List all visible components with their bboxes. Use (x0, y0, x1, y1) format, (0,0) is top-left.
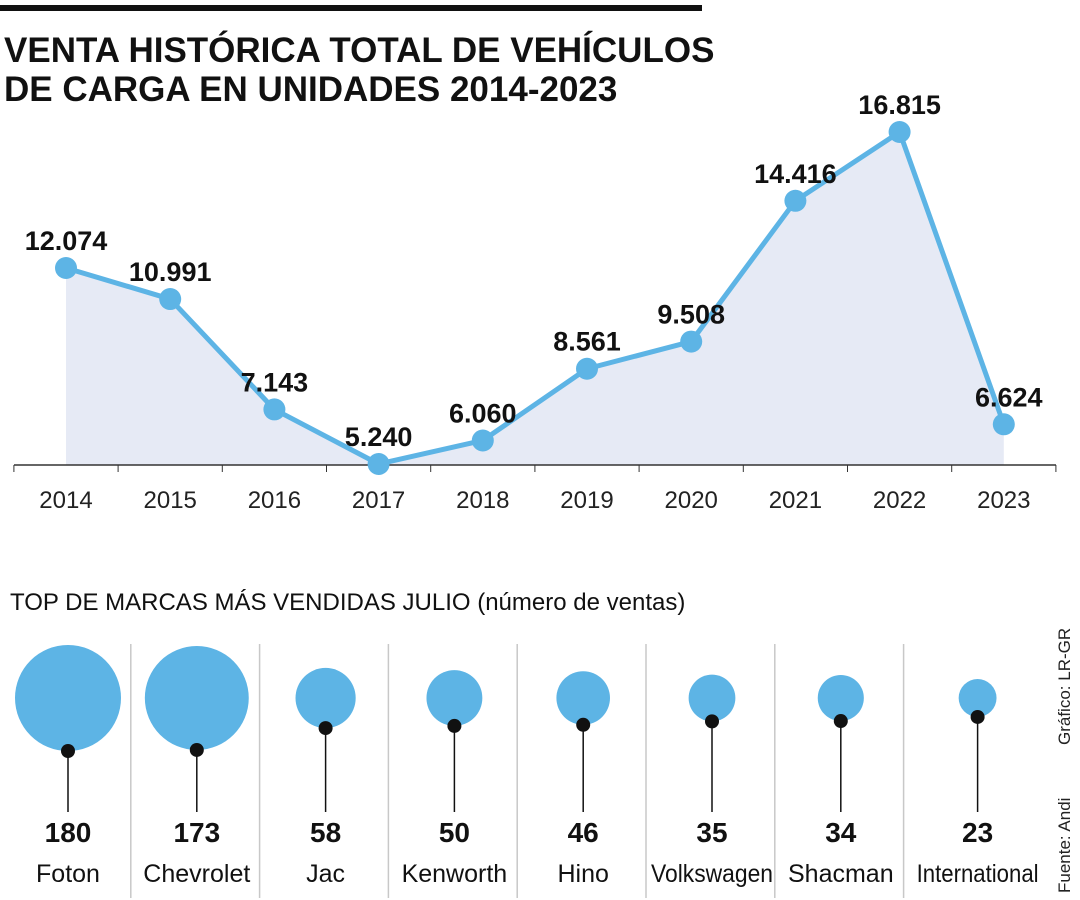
data-label-2021: 14.416 (754, 159, 837, 189)
bubble-value: 23 (962, 817, 993, 848)
bubble-label: Jac (306, 860, 345, 888)
bubble-Foton (15, 645, 121, 751)
stem-dot (705, 714, 719, 729)
x-tick-label: 2017 (352, 487, 405, 514)
bubble-value: 58 (310, 817, 341, 848)
bubble-Hino (556, 671, 610, 725)
bubble-Volkswagen (688, 674, 736, 722)
data-point-2017 (367, 453, 390, 475)
data-label-2015: 10.991 (129, 257, 212, 287)
stem-dot (833, 714, 848, 729)
data-point-2021 (784, 189, 807, 212)
area-fill (66, 132, 1004, 465)
data-point-2020 (680, 330, 703, 353)
bubble-value: 34 (825, 817, 857, 848)
data-label-2020: 9.508 (657, 300, 725, 330)
data-label-2022: 16.815 (858, 90, 941, 120)
data-label-2017: 5.240 (345, 422, 413, 452)
title-rule (0, 5, 702, 11)
data-point-2019 (576, 357, 598, 380)
bubble-label: Shacman (788, 860, 894, 888)
bubble-chart-title: TOP DE MARCAS MÁS VENDIDAS JULIO (número… (10, 589, 685, 616)
data-label-2019: 8.561 (553, 327, 621, 357)
bubble-Shacman (817, 674, 864, 722)
bubble-label: Volkswagen (651, 860, 773, 888)
bubble-value: 46 (568, 817, 599, 848)
bubble-title: TOP DE MARCAS MÁS VENDIDAS JULIO (10, 589, 471, 616)
x-tick-label: 2021 (769, 487, 822, 514)
stem-dot (576, 717, 591, 732)
data-point-2015 (159, 288, 182, 311)
data-point-2016 (263, 398, 286, 421)
bubble-label: Foton (36, 860, 100, 888)
data-point-2022 (888, 121, 911, 143)
bubble-Jac (295, 667, 356, 729)
title-line-2: DE CARGA EN UNIDADES 2014-2023 (4, 70, 617, 109)
line-chart: 12.074 2014 10.991 2015 7.143 2016 5.240 2017 6.… (13, 90, 1057, 514)
x-tick-label: 2016 (248, 487, 301, 514)
title-line-1: VENTA HISTÓRICA TOTAL DE VEHÍCULOS (4, 30, 714, 70)
bubble-label: International (917, 860, 1039, 888)
bubble-chart: 180 Foton 173 Chevrolet 58 Jac 50 Kenworth 46 Hin… (15, 644, 1039, 898)
bubble-subtitle: (número de ventas) (477, 589, 685, 616)
x-tick-label: 2015 (144, 487, 197, 514)
credit-note: Gráfico: LR-GR (1055, 628, 1074, 745)
bubble-International (958, 679, 997, 717)
x-tick-label: 2019 (560, 487, 613, 514)
data-point-2023 (992, 413, 1015, 436)
source-note: Fuente: Andi (1055, 798, 1074, 893)
bubble-Kenworth (426, 670, 483, 726)
data-label-2016: 7.143 (241, 367, 309, 397)
bubble-value: 50 (439, 817, 470, 848)
bubble-label: Hino (557, 860, 608, 888)
bubble-label: Kenworth (402, 860, 508, 888)
x-tick-label: 2018 (456, 487, 509, 514)
data-point-2014 (55, 256, 77, 279)
x-tick-label: 2014 (39, 487, 92, 514)
x-tick-label: 2023 (977, 487, 1030, 514)
stem-dot (189, 742, 204, 757)
bubble-label: Chevrolet (143, 860, 250, 888)
data-label-2014: 12.074 (25, 226, 108, 256)
bubble-value: 180 (45, 817, 92, 848)
bubble-value: 35 (696, 817, 727, 848)
data-label-2023: 6.624 (975, 382, 1043, 412)
x-tick-label: 2022 (873, 487, 926, 514)
stem-dot (318, 721, 333, 736)
data-point-2018 (471, 429, 494, 452)
bubble-Chevrolet (144, 646, 249, 750)
bubble-value: 173 (173, 817, 220, 848)
stem-dot (61, 744, 75, 758)
series-line (65, 129, 1007, 467)
stem-dot (447, 718, 462, 733)
data-label-2018: 6.060 (449, 398, 517, 428)
stem-dot (970, 709, 985, 724)
x-tick-label: 2020 (665, 487, 718, 514)
